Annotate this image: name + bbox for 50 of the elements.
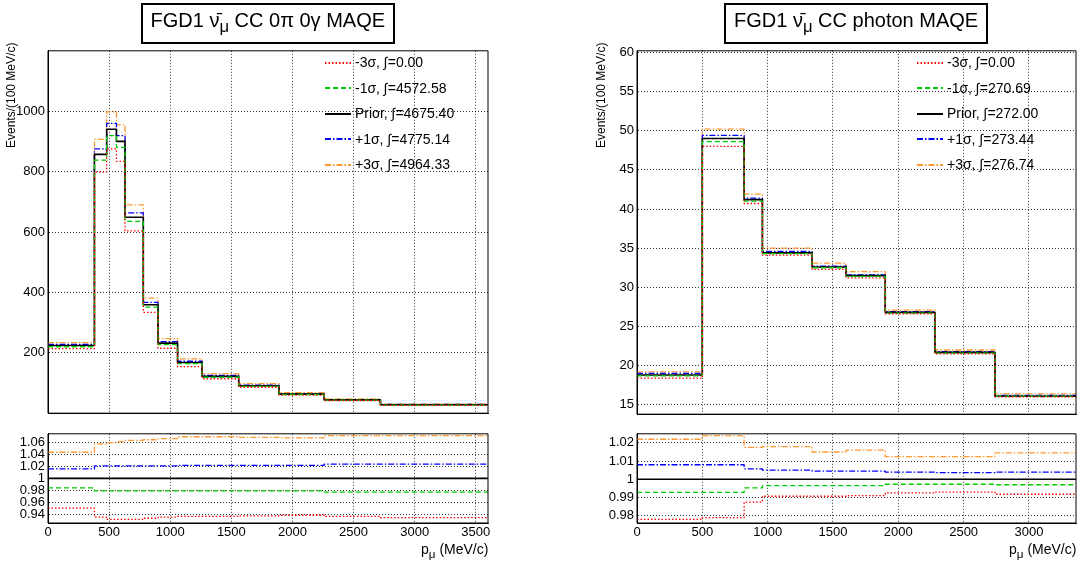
y-tick-label: 30 — [619, 278, 634, 294]
x-tick-label: 1500 — [818, 524, 848, 540]
y-tick-label: 0.99 — [608, 489, 634, 505]
x-tick-label: 0 — [44, 524, 52, 540]
y-tick-label: 25 — [619, 318, 634, 334]
x-tick-label: 1500 — [216, 524, 246, 540]
legend-label: Prior, ∫=272.00 — [947, 104, 1039, 123]
y-tick-label: 55 — [619, 83, 634, 99]
y-tick-label: 50 — [619, 122, 634, 138]
x-tick-label: 2500 — [949, 524, 979, 540]
legend-label: -1σ, ∫=4572.58 — [355, 78, 447, 98]
y-tick-label: 15 — [619, 396, 634, 412]
y-tick-label: 35 — [619, 239, 634, 255]
chart-title: FGD1 ν̄$_{μ}$ CC photon MAQE — [724, 3, 989, 44]
y-tick-label: 40 — [619, 200, 634, 216]
x-tick-label: 500 — [98, 524, 120, 540]
y-tick-label: 600 — [23, 223, 45, 239]
x-tick-label: 500 — [691, 524, 714, 540]
x-tick-label: 3000 — [1014, 524, 1044, 540]
y-tick-label: 1.01 — [608, 452, 634, 468]
y-tick-label: 45 — [619, 161, 634, 177]
legend-label: -3σ, ∫=0.00 — [947, 53, 1016, 72]
y-tick-label: 400 — [23, 283, 45, 299]
y-axis-title: Events/(100 MeV/c) — [4, 42, 18, 148]
x-tick-label: 2000 — [277, 524, 307, 540]
x-tick-label: 0 — [633, 524, 641, 540]
legend-label: +1σ, ∫=273.44 — [947, 129, 1035, 149]
x-tick-label: 2000 — [883, 524, 913, 540]
legend-label: -1σ, ∫=270.69 — [947, 78, 1031, 98]
x-tick-label: 3500 — [461, 524, 491, 540]
chart-title: FGD1 ν̄$_{μ}$ CC 0π 0γ MAQE — [140, 3, 396, 44]
x-tick-label: 2500 — [339, 524, 369, 540]
legend-label: -3σ, ∫=0.00 — [355, 53, 424, 72]
x-tick-label: 3000 — [400, 524, 430, 540]
x-axis-title: p$_{μ}$ (MeV/c) — [421, 541, 489, 560]
y-tick-label: 800 — [23, 163, 45, 179]
x-tick-label: 1000 — [155, 524, 185, 540]
y-tick-label: 200 — [23, 344, 45, 360]
y-tick-label: 1.02 — [608, 434, 634, 450]
x-axis-title: p$_{μ}$ (MeV/c) — [1009, 541, 1077, 560]
y-tick-label: 0.98 — [608, 507, 634, 523]
x-tick-label: 1000 — [753, 524, 783, 540]
legend-label: +1σ, ∫=4775.14 — [355, 129, 450, 149]
legend-label: +3σ, ∫=4964.33 — [355, 155, 450, 174]
legend-label: Prior, ∫=4675.40 — [355, 104, 455, 123]
y-tick-label: 1 — [626, 470, 634, 486]
y-tick-label: 20 — [619, 357, 634, 373]
legend-label: +3σ, ∫=276.74 — [947, 155, 1035, 174]
y-tick-label: 60 — [619, 43, 634, 59]
y-axis-title: Events/(100 MeV/c) — [594, 42, 608, 148]
